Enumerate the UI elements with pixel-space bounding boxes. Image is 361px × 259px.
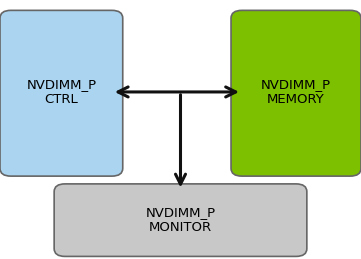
Text: NVDIMM_P
MONITOR: NVDIMM_P MONITOR bbox=[145, 206, 216, 234]
FancyBboxPatch shape bbox=[0, 10, 123, 176]
FancyBboxPatch shape bbox=[54, 184, 307, 256]
Text: NVDIMM_P
CTRL: NVDIMM_P CTRL bbox=[26, 78, 96, 106]
Text: NVDIMM_P
MEMORY: NVDIMM_P MEMORY bbox=[261, 78, 331, 106]
FancyBboxPatch shape bbox=[231, 10, 361, 176]
